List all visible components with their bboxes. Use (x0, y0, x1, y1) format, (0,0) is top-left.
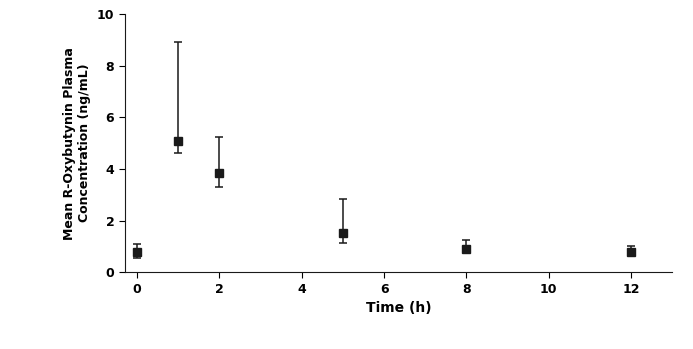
Y-axis label: Mean R-Oxybutynin Plasma
Concentration (ng/mL): Mean R-Oxybutynin Plasma Concentration (… (63, 47, 91, 239)
X-axis label: Time (h): Time (h) (366, 301, 431, 315)
